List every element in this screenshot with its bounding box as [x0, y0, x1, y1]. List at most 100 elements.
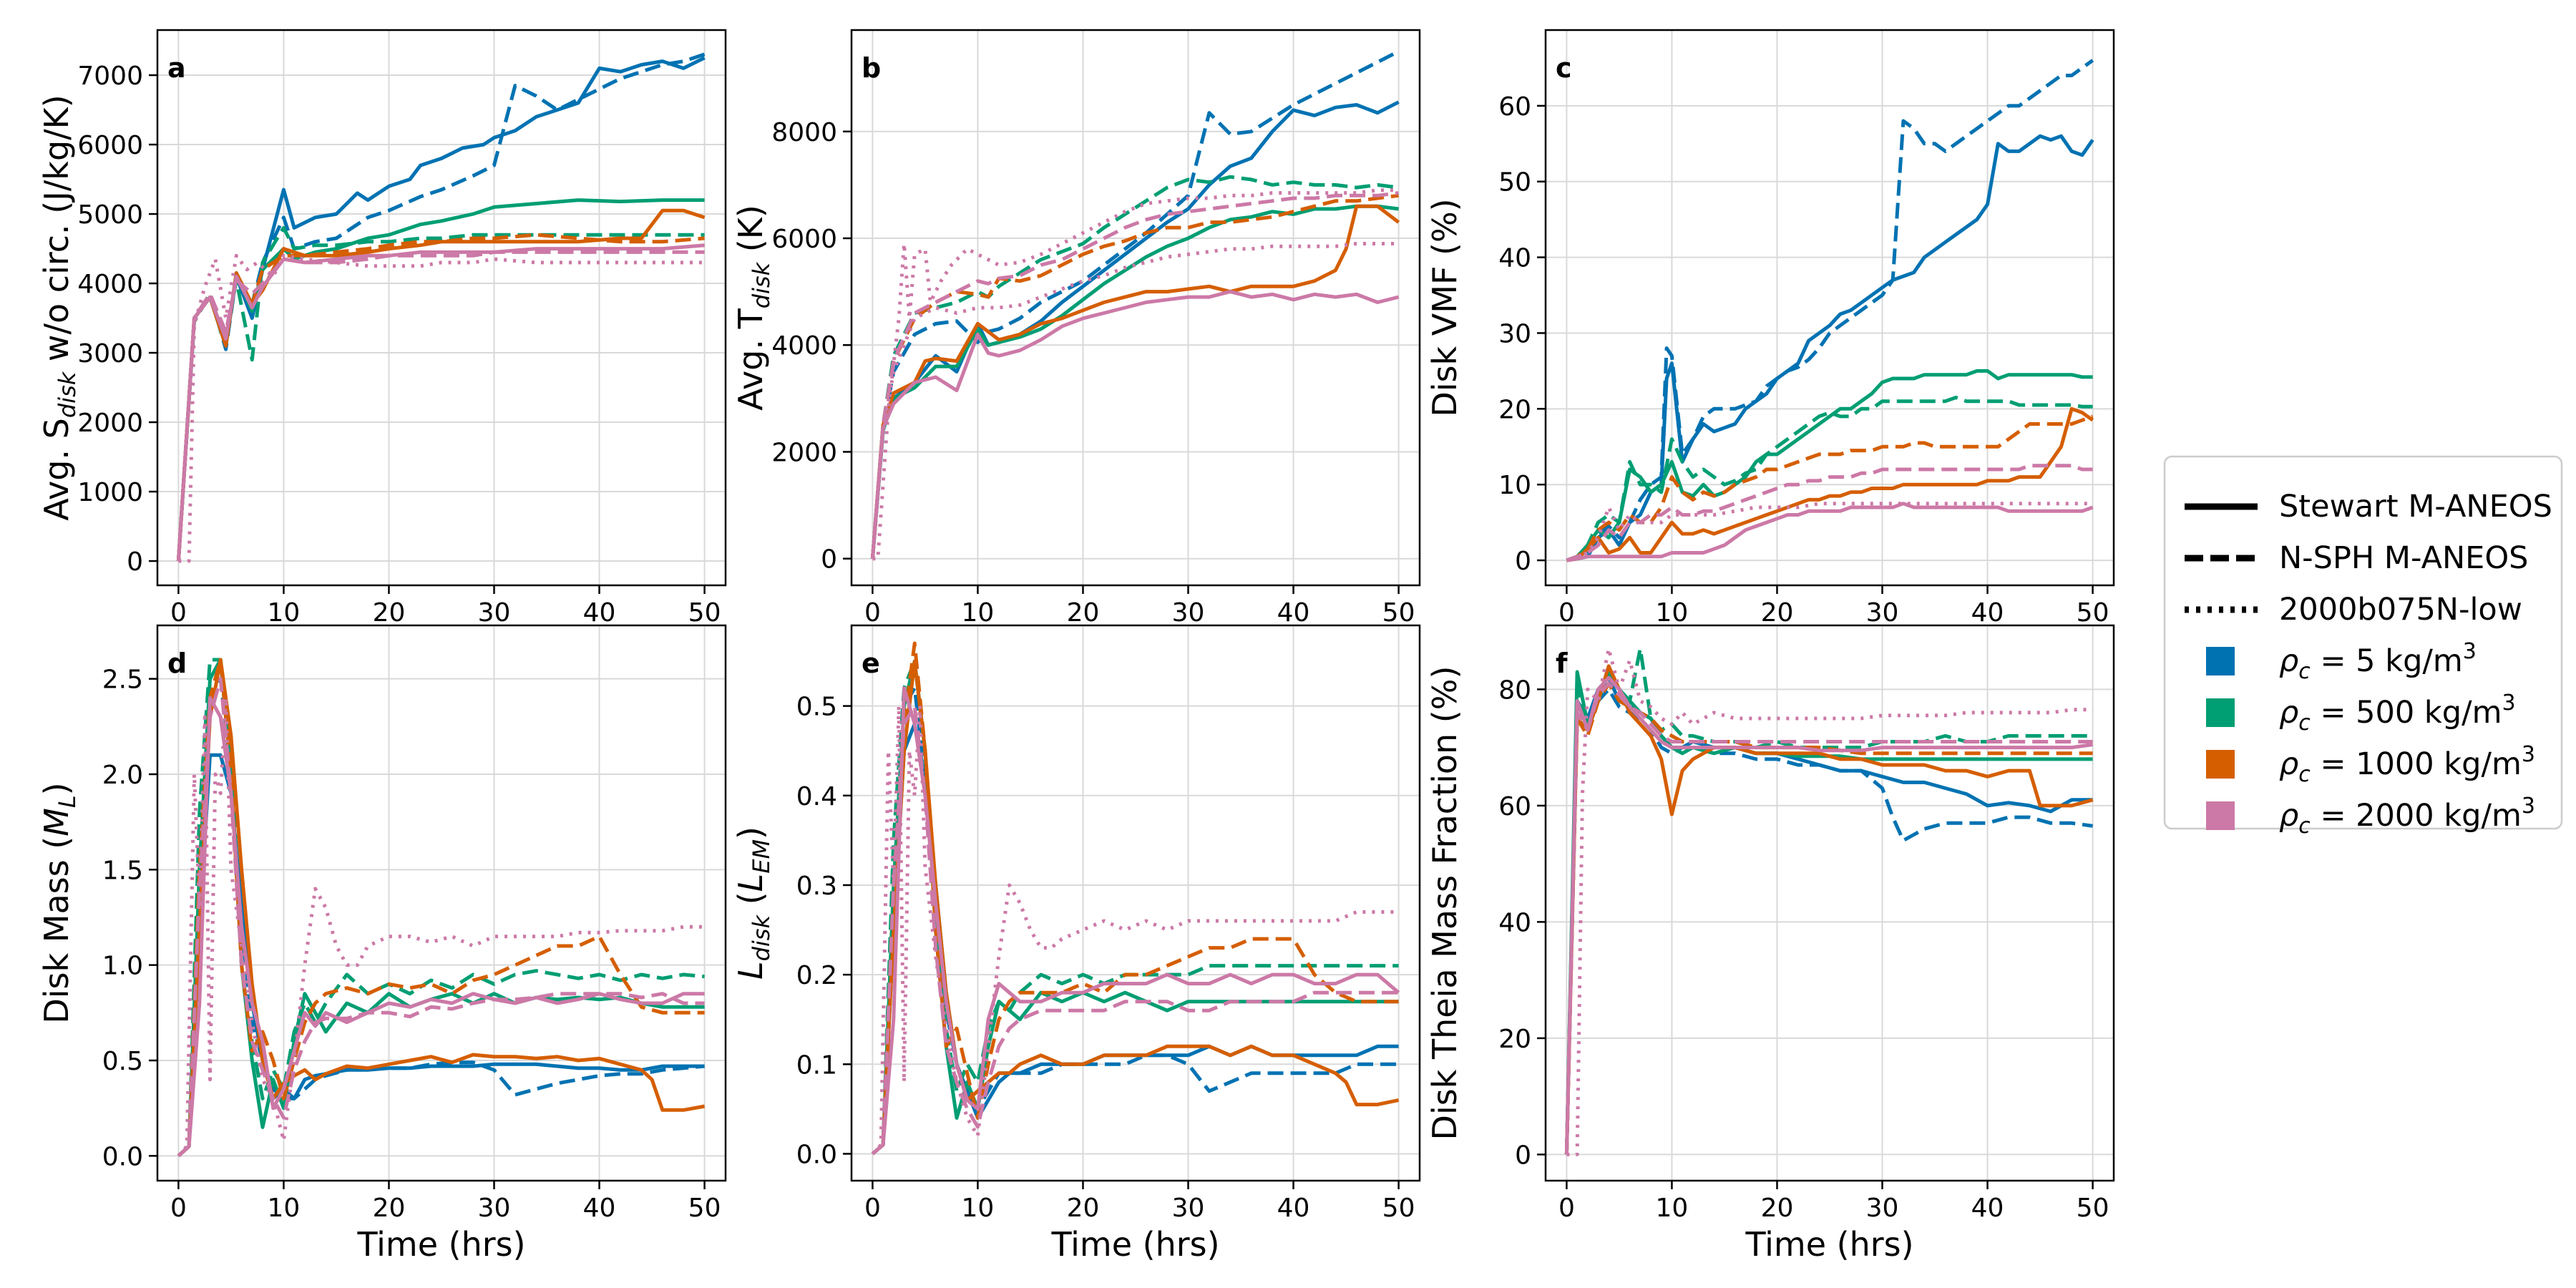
legend-box — [2163, 455, 2563, 830]
x-tick-label: 50 — [1382, 598, 1415, 628]
series-line-2000-dashed — [177, 677, 705, 1158]
panel-letter: b — [862, 52, 881, 84]
plot-frame — [850, 624, 1421, 1182]
series-line-2000-dotted — [178, 253, 705, 563]
series-line-1000-dashed — [1566, 414, 2094, 562]
y-axis-label: Ldisk (LEM) — [731, 826, 775, 980]
legend-swatch — [2206, 750, 2235, 779]
legend-swatch — [2206, 647, 2235, 675]
x-tick-label: 40 — [583, 598, 616, 628]
legend-label: ρc = 1000 kg/m3 — [2279, 742, 2535, 787]
series-line-1000-solid — [177, 658, 706, 1158]
legend-label: 2000b075N-low — [2279, 592, 2522, 628]
legend-label: ρc = 5 kg/m3 — [2279, 639, 2477, 684]
series-line-500-dashed — [177, 658, 705, 1158]
series-line-2000-solid — [1564, 675, 2093, 1155]
y-tick-label: 30 — [1498, 319, 1531, 348]
y-tick-label: 0 — [1515, 1141, 1531, 1170]
series-line-5-dashed — [870, 49, 1400, 559]
panel-f: 0 10 20 30 40 50 0 20 40 60 80 f Time (hrs) Disk Thei… — [1425, 624, 2115, 1264]
series-line-1000-dashed — [177, 658, 705, 1158]
y-tick-label: 50 — [1498, 168, 1531, 197]
panel-letter: a — [167, 52, 186, 84]
y-tick-label: 8000 — [771, 118, 837, 147]
y-tick-label: 6000 — [77, 131, 143, 160]
y-tick-label: 0.4 — [796, 782, 837, 811]
x-tick-label: 0 — [864, 1194, 881, 1223]
y-tick-label: 4000 — [771, 331, 837, 361]
series-line-1000-dashed — [871, 641, 1399, 1156]
series-line-500-solid — [870, 204, 1399, 559]
legend-swatch — [2206, 801, 2235, 830]
x-tick-label: 50 — [2077, 598, 2109, 628]
panel-letter: d — [167, 648, 187, 679]
plot-frame — [1544, 624, 2115, 1182]
x-tick-label: 10 — [268, 598, 301, 628]
legend: Stewart M-ANEOS N-SPH M-ANEOS 2000b075N-lo… — [2163, 455, 2563, 839]
y-tick-label: 0 — [127, 547, 143, 577]
y-tick-label: 0.0 — [102, 1142, 143, 1171]
y-axis-label: Avg. Tdisk (K) — [731, 205, 775, 411]
legend-label: N-SPH M-ANEOS — [2279, 540, 2528, 576]
series-group — [871, 641, 1400, 1156]
series-line-500-solid — [1566, 369, 2093, 562]
series-line-1000-solid — [1566, 406, 2094, 562]
series-group — [177, 658, 706, 1158]
x-tick-label: 40 — [1971, 598, 2004, 628]
x-tick-label: 50 — [1382, 1194, 1415, 1223]
series-line-2000-dashed — [1564, 681, 2093, 1155]
series-line-500-solid — [176, 198, 705, 562]
x-tick-label: 30 — [478, 598, 511, 628]
y-tick-label: 0 — [821, 545, 837, 575]
x-tick-label: 20 — [1761, 598, 1794, 628]
series-line-500-solid — [177, 658, 705, 1158]
x-tick-label: 50 — [688, 1194, 721, 1223]
x-tick-label: 10 — [1656, 598, 1689, 628]
x-axis-label: Time (hrs) — [1050, 1225, 1219, 1264]
x-axis-label: Time (hrs) — [1745, 1225, 1913, 1264]
x-axis-label: Time (hrs) — [356, 1225, 525, 1264]
y-tick-label: 2.0 — [102, 761, 143, 790]
y-tick-label: 10 — [1498, 471, 1531, 500]
series-line-2000-dashed — [176, 250, 705, 562]
series-line-1000-dashed — [176, 233, 705, 562]
x-tick-label: 10 — [268, 1194, 301, 1223]
y-tick-label: 4000 — [77, 270, 143, 299]
x-tick-label: 30 — [1172, 1194, 1205, 1223]
x-tick-label: 40 — [1971, 1194, 2004, 1223]
panel-letter: c — [1556, 52, 1572, 84]
x-tick-label: 0 — [1558, 598, 1575, 628]
panel-b: 0 10 20 30 40 50 0 2000 4000 6000 8000 b Avg. Tdisk … — [731, 29, 1421, 628]
series-line-500-solid — [871, 659, 1399, 1156]
series-line-1000-solid — [1564, 664, 2094, 1155]
x-tick-label: 0 — [170, 1194, 187, 1223]
x-tick-label: 40 — [1277, 1194, 1310, 1223]
series-line-5-solid — [870, 100, 1400, 559]
y-tick-label: 20 — [1498, 1025, 1531, 1054]
x-tick-label: 50 — [688, 598, 721, 628]
x-tick-label: 10 — [962, 1194, 995, 1223]
y-tick-label: 0.5 — [102, 1047, 143, 1076]
y-tick-label: 2000 — [77, 409, 143, 438]
x-tick-label: 20 — [373, 598, 406, 628]
series-line-1000-dashed — [1564, 681, 2093, 1155]
series-line-500-dashed — [870, 175, 1399, 559]
x-tick-label: 20 — [1761, 1194, 1794, 1223]
series-group — [870, 49, 1400, 561]
y-tick-label: 80 — [1498, 675, 1531, 705]
y-tick-label: 5000 — [77, 200, 143, 230]
series-line-2000-dotted — [1566, 502, 2093, 562]
panel-e: 0 10 20 30 40 50 0.0 0.1 0.2 0.3 0.4 0.5 e Time (hrs)… — [731, 624, 1421, 1264]
series-line-2000-solid — [1566, 502, 2094, 562]
x-tick-label: 30 — [1866, 1194, 1899, 1223]
y-axis-label: Disk Theia Mass Fraction (%) — [1425, 666, 1464, 1141]
series-line-1000-dashed — [870, 193, 1399, 559]
series-line-1000-solid — [870, 204, 1400, 559]
series-group — [1566, 59, 2094, 562]
series-group — [176, 52, 706, 563]
x-tick-label: 10 — [962, 598, 995, 628]
y-axis-label: Avg. Sdisk w/o circ. (J/kg/K) — [37, 94, 81, 521]
plot-frame — [156, 29, 727, 587]
y-tick-label: 60 — [1498, 92, 1531, 122]
y-tick-label: 7000 — [77, 62, 143, 91]
